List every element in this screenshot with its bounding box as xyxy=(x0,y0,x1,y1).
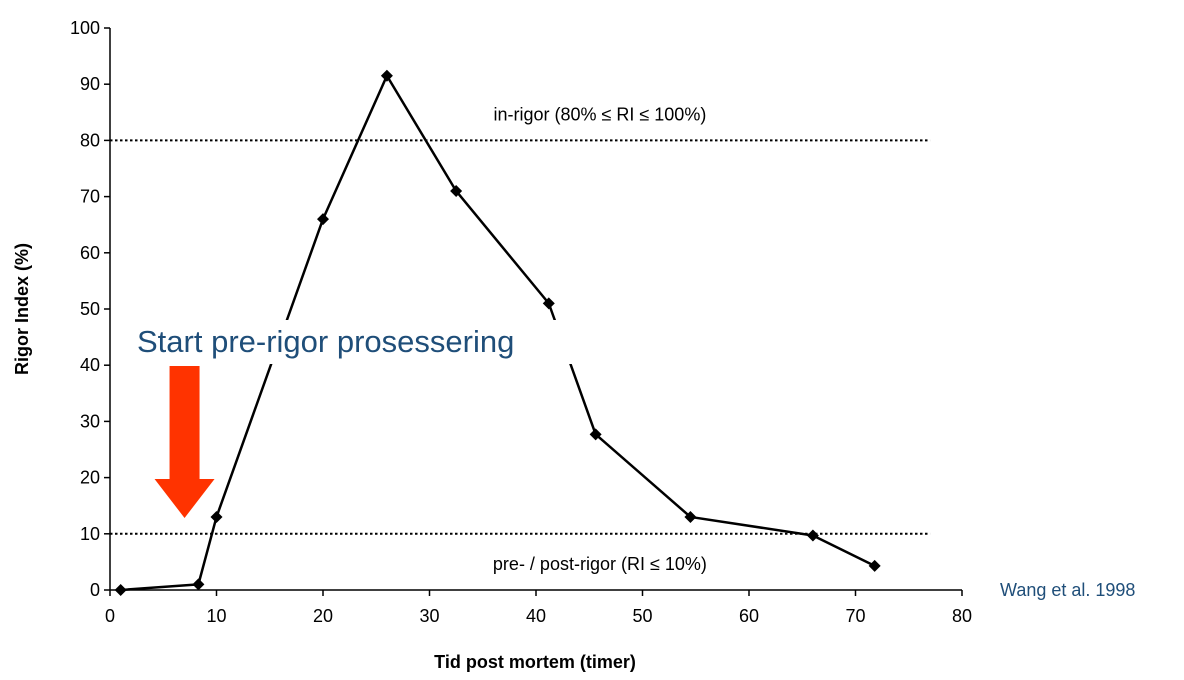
data-point xyxy=(589,428,602,441)
y-tick-label: 80 xyxy=(80,130,100,150)
data-point xyxy=(317,213,329,226)
y-tick-label: 20 xyxy=(80,468,100,488)
data-point xyxy=(380,69,393,82)
y-tick-label: 40 xyxy=(80,355,100,375)
data-point xyxy=(684,510,697,523)
reference-line-label: in-rigor (80% ≤ RI ≤ 100%) xyxy=(493,104,706,124)
x-tick-label: 30 xyxy=(419,606,439,626)
series-layer xyxy=(114,69,881,596)
y-tick-label: 50 xyxy=(80,299,100,319)
callout-background xyxy=(130,320,600,364)
y-tick-label: 10 xyxy=(80,524,100,544)
callout-label: Start pre-rigor prosessering xyxy=(137,324,514,359)
y-tick-label: 90 xyxy=(80,74,100,94)
data-point xyxy=(542,297,555,310)
y-tick-label: 60 xyxy=(80,243,100,263)
reference-line-label: pre- / post-rigor (RI ≤ 10%) xyxy=(493,554,707,574)
x-tick-label: 40 xyxy=(526,606,546,626)
x-axis: 0 10 20 30 40 50 60 70 80 xyxy=(105,589,972,626)
x-tick-label: 60 xyxy=(739,606,759,626)
x-tick-label: 10 xyxy=(206,606,226,626)
reference-lines: in-rigor (80% ≤ RI ≤ 100%) pre- / post-ri… xyxy=(110,104,931,574)
y-tick-label: 0 xyxy=(90,580,100,600)
y-tick-label: 30 xyxy=(80,411,100,431)
x-axis-title: Tid post mortem (timer) xyxy=(434,652,636,672)
x-tick-label: 50 xyxy=(632,606,652,626)
x-ticks: 0 10 20 30 40 50 60 70 80 xyxy=(105,590,972,626)
data-point xyxy=(210,510,223,523)
y-ticks: 0 10 20 30 40 50 60 70 80 90 100 xyxy=(70,18,110,600)
y-tick-label: 100 xyxy=(70,18,100,38)
start-arrow-icon xyxy=(154,366,215,518)
x-tick-label: 20 xyxy=(313,606,333,626)
y-axis: 0 10 20 30 40 50 60 70 80 90 100 xyxy=(70,18,111,600)
x-tick-label: 70 xyxy=(845,606,865,626)
data-point xyxy=(806,529,819,542)
x-tick-label: 0 xyxy=(105,606,115,626)
data-point xyxy=(114,584,127,596)
source-citation: Wang et al. 1998 xyxy=(1000,580,1135,600)
y-tick-label: 70 xyxy=(80,187,100,207)
x-tick-label: 80 xyxy=(952,606,972,626)
y-axis-title: Rigor Index (%) xyxy=(12,243,32,375)
data-point xyxy=(450,184,463,197)
data-point xyxy=(192,578,205,591)
data-point xyxy=(868,559,881,572)
